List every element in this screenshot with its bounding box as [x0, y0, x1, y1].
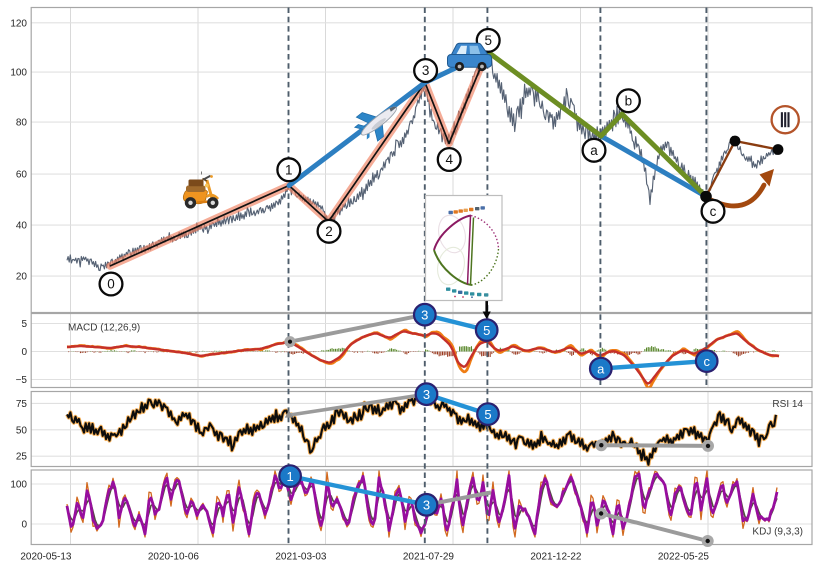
svg-text:1: 1: [286, 469, 293, 484]
svg-text:40: 40: [16, 221, 28, 232]
svg-text:3: 3: [421, 308, 428, 323]
svg-text:MACD (12,26,9): MACD (12,26,9): [68, 322, 140, 333]
svg-text:2021-03-03: 2021-03-03: [275, 552, 327, 563]
svg-text:2021-12-22: 2021-12-22: [530, 552, 582, 563]
svg-text:80: 80: [16, 118, 28, 129]
svg-text:60: 60: [16, 170, 28, 181]
svg-text:3: 3: [423, 498, 430, 513]
svg-text:20: 20: [16, 272, 28, 283]
svg-text:a: a: [590, 143, 598, 158]
svg-text:3: 3: [422, 63, 430, 78]
svg-text:a: a: [597, 361, 605, 376]
svg-text:0: 0: [21, 347, 27, 358]
svg-text:RSI 14: RSI 14: [772, 399, 803, 410]
svg-text:1: 1: [285, 162, 293, 177]
svg-text:100: 100: [10, 68, 27, 79]
svg-text:4: 4: [445, 152, 453, 167]
svg-text:2022-05-25: 2022-05-25: [658, 552, 710, 563]
svg-text:0: 0: [107, 277, 115, 292]
svg-text:5: 5: [484, 33, 492, 48]
svg-text:2020-05-13: 2020-05-13: [20, 552, 72, 563]
svg-text:25: 25: [16, 452, 28, 463]
svg-text:75: 75: [16, 399, 28, 410]
svg-text:KDJ (9,3,3): KDJ (9,3,3): [752, 527, 803, 538]
svg-text:50: 50: [16, 425, 28, 436]
svg-text:2021-07-29: 2021-07-29: [403, 552, 455, 563]
svg-text:0: 0: [21, 520, 27, 531]
svg-text:3: 3: [423, 387, 430, 402]
svg-text:5: 5: [484, 407, 491, 422]
svg-text:c: c: [703, 354, 710, 369]
svg-text:100: 100: [10, 480, 27, 491]
svg-text:2: 2: [325, 224, 333, 239]
svg-text:−5: −5: [16, 375, 28, 386]
svg-text:2020-10-06: 2020-10-06: [148, 552, 200, 563]
svg-text:5: 5: [21, 319, 27, 330]
svg-text:5: 5: [483, 323, 490, 338]
svg-text:120: 120: [10, 18, 27, 29]
svg-text:c: c: [710, 204, 717, 219]
svg-text:b: b: [625, 93, 633, 108]
